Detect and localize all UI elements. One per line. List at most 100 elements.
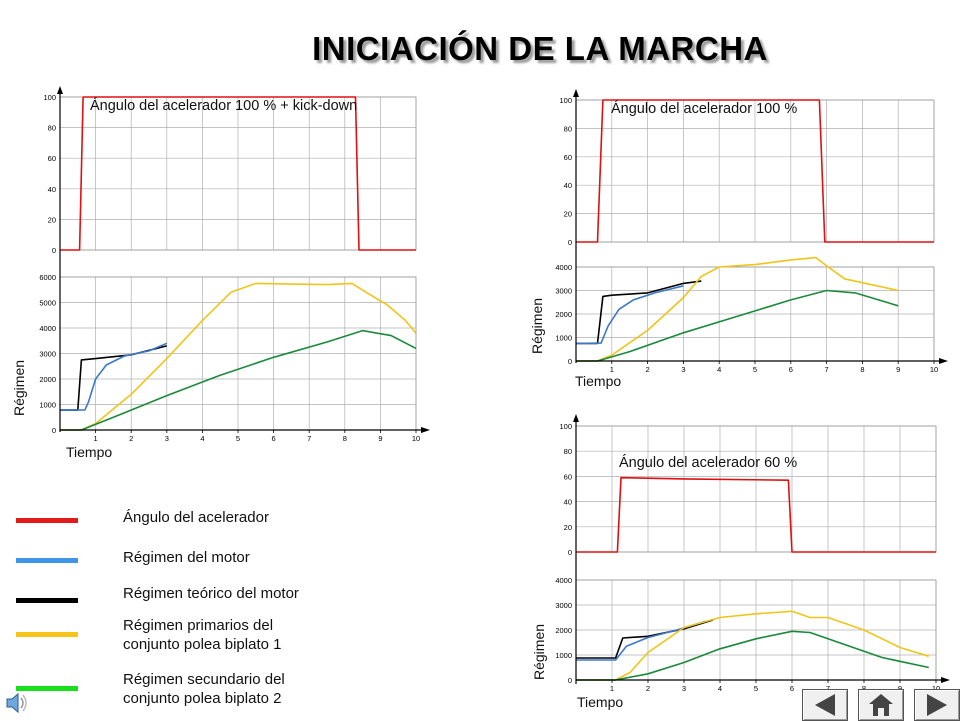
x-tick-label: 6 [272, 434, 276, 443]
legend-swatch-engine [16, 558, 78, 563]
throttle-y-tick-label: 0 [568, 548, 572, 557]
x-tick-label: 9 [896, 365, 900, 374]
x-axis-label: Tiempo [577, 694, 623, 710]
rpm-y-tick-label: 1000 [555, 651, 572, 660]
home-button[interactable] [858, 689, 904, 721]
x-tick-label: 8 [862, 684, 866, 693]
home-icon [869, 694, 893, 716]
throttle-y-tick-label: 100 [43, 93, 56, 102]
rpm-y-tick-label: 1000 [555, 334, 572, 343]
x-axis-arrow [421, 427, 430, 433]
rpm-y-tick-label: 4000 [555, 576, 572, 585]
rpm-y-tick-label: 6000 [39, 273, 56, 282]
x-tick-label: 4 [718, 684, 722, 693]
y-axis-label: Régimen [531, 624, 547, 680]
y-axis-arrow [57, 86, 63, 94]
series-line-engine [59, 342, 168, 411]
legend-swatch-primary [16, 632, 78, 637]
throttle-y-tick-label: 40 [48, 185, 56, 194]
x-tick-label: 4 [717, 365, 721, 374]
legend-swatch-throttle [16, 518, 78, 523]
x-tick-label: 5 [753, 365, 757, 374]
series-line-primary [576, 256, 899, 362]
series-line-engine [575, 285, 684, 345]
x-axis-label: Tiempo [66, 444, 112, 460]
x-tick-label: 6 [789, 365, 793, 374]
throttle-y-tick-label: 80 [564, 124, 572, 133]
y-axis-arrow [573, 89, 579, 97]
rpm-y-tick-label: 3000 [39, 350, 56, 359]
x-tick-label: 8 [343, 434, 347, 443]
x-tick-label: 9 [898, 684, 902, 693]
speaker-icon[interactable] [4, 690, 30, 716]
rpm-y-tick-label: 0 [568, 676, 572, 685]
rpm-y-tick-label: 2000 [39, 375, 56, 384]
rpm-y-tick-label: 4000 [555, 263, 572, 272]
x-tick-label: 3 [681, 365, 685, 374]
triangle-right-icon [927, 694, 947, 716]
x-tick-label: 7 [825, 365, 829, 374]
x-tick-label: 5 [236, 434, 240, 443]
chart-title: Ángulo del acelerador 60 % [619, 454, 797, 471]
previous-slide-button[interactable] [802, 689, 848, 721]
y-axis-label: Régimen [11, 360, 27, 416]
page-title: INICIACIÓN DE LA MARCHA [312, 30, 768, 67]
series-line-primary [60, 282, 417, 431]
x-tick-label: 2 [646, 684, 650, 693]
legend-label-engine: Régimen del motor [123, 549, 250, 566]
series-line-theoretical [60, 345, 167, 411]
x-tick-label: 6 [790, 684, 794, 693]
x-tick-label: 4 [200, 434, 204, 443]
rpm-y-tick-label: 0 [52, 426, 56, 435]
rpm-y-tick-label: 0 [568, 357, 572, 366]
x-tick-label: 1 [94, 434, 98, 443]
series-line-theoretical [576, 619, 714, 659]
legend-swatch-secondary [16, 686, 78, 691]
chart-title: Ángulo del acelerador 100 % [611, 100, 797, 117]
x-tick-label: 7 [307, 434, 311, 443]
series-line-secondary [60, 329, 417, 431]
legend-swatch-theoretical [16, 598, 78, 603]
throttle-y-tick-label: 40 [564, 498, 572, 507]
triangle-left-icon [815, 694, 835, 716]
x-tick-label: 2 [129, 434, 133, 443]
x-tick-label: 10 [412, 434, 420, 443]
throttle-y-tick-label: 20 [564, 523, 572, 532]
x-tick-label: 8 [860, 365, 864, 374]
rpm-y-tick-label: 1000 [39, 401, 56, 410]
y-axis-label: Régimen [529, 298, 545, 354]
throttle-y-tick-label: 0 [52, 246, 56, 255]
next-slide-button[interactable] [914, 689, 960, 721]
throttle-y-tick-label: 80 [48, 124, 56, 133]
legend-label-secondary: Régimen secundario del conjunto polea bi… [123, 671, 285, 707]
x-tick-label: 3 [682, 684, 686, 693]
throttle-y-tick-label: 60 [564, 472, 572, 481]
x-tick-label: 7 [826, 684, 830, 693]
throttle-y-tick-label: 20 [564, 210, 572, 219]
y-axis-arrow [573, 414, 579, 422]
throttle-y-tick-label: 80 [564, 447, 572, 456]
series-line-throttle [576, 99, 934, 243]
throttle-y-tick-label: 60 [564, 153, 572, 162]
throttle-y-tick-label: 40 [564, 181, 572, 190]
x-axis-label: Tiempo [575, 373, 621, 389]
series-line-secondary [576, 630, 929, 681]
chart-3: 0204060801000100020003000400012345678910… [531, 414, 950, 710]
legend-label-throttle: Ángulo del acelerador [123, 509, 269, 526]
x-tick-label: 10 [930, 365, 938, 374]
legend-label-primary: Régimen primarios del conjunto polea bip… [123, 617, 282, 653]
x-tick-label: 9 [378, 434, 382, 443]
throttle-y-tick-label: 0 [568, 238, 572, 247]
x-axis-arrow [941, 677, 950, 683]
throttle-y-tick-label: 60 [48, 154, 56, 163]
series-line-throttle [60, 96, 416, 251]
x-tick-label: 3 [165, 434, 169, 443]
x-tick-label: 2 [646, 365, 650, 374]
x-tick-label: 1 [610, 684, 614, 693]
throttle-y-tick-label: 100 [559, 96, 572, 105]
series-line-throttle [576, 476, 936, 553]
rpm-y-tick-label: 2000 [555, 626, 572, 635]
